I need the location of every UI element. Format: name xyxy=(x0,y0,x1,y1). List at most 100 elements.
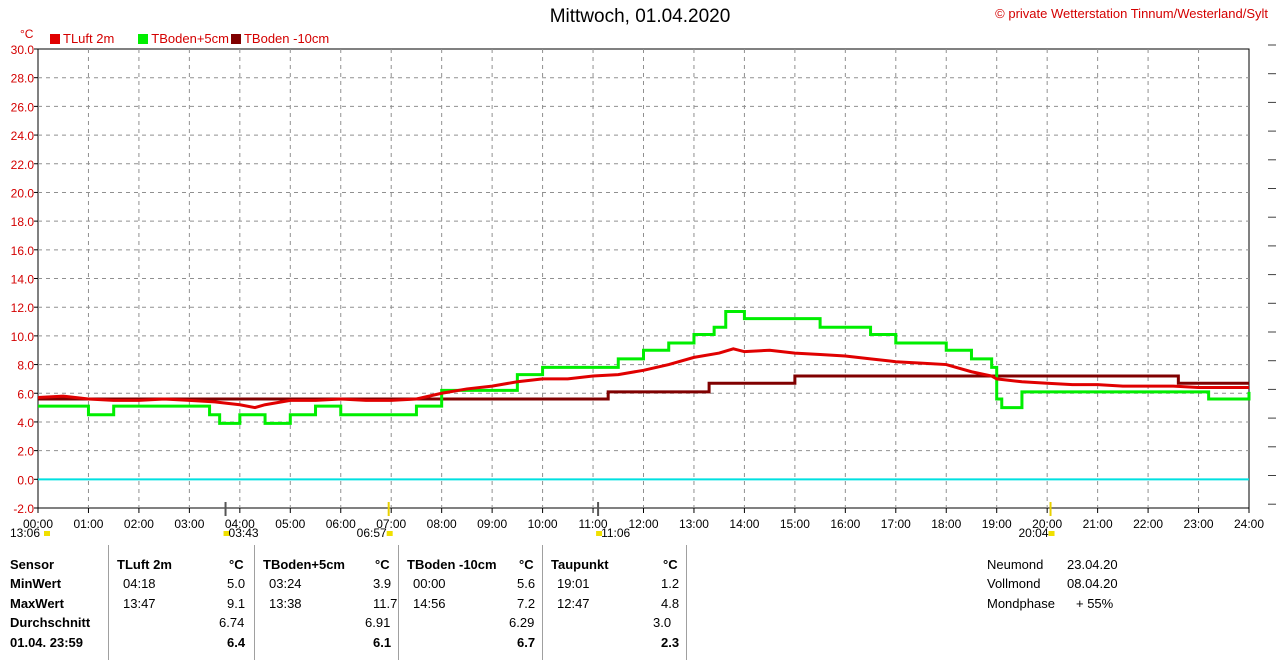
stats-unit: °C xyxy=(375,557,390,572)
y-tick-label: 10.0 xyxy=(11,330,35,344)
event-marker-label: 06:57 xyxy=(357,526,387,540)
x-tick-label: 14:00 xyxy=(729,517,759,531)
y-tick-label: 30.0 xyxy=(11,43,35,57)
x-tick-label: 01:00 xyxy=(73,517,103,531)
x-tick-label: 09:00 xyxy=(477,517,507,531)
y-tick-label: 24.0 xyxy=(11,129,35,143)
series-line-tboden10 xyxy=(38,374,1249,401)
plot-area xyxy=(37,48,1250,509)
stats-current-value: 6.4 xyxy=(227,635,246,650)
stats-min-value: 1.2 xyxy=(661,576,680,591)
neumond-date: 23.04.20 xyxy=(1067,557,1118,572)
y-axis-unit: °C xyxy=(20,27,34,41)
x-tick-label: 20:00 xyxy=(1032,517,1062,531)
stats-column: TLuft 2m °C 04:18 5.0 13:47 9.1 6.74 6.4 xyxy=(108,545,253,660)
series-line-tboden5 xyxy=(38,309,1251,425)
x-tick-label: 08:00 xyxy=(427,517,457,531)
legend-label-tboden10: TBoden -10cm xyxy=(243,31,330,46)
stats-max-time: 13:47 xyxy=(123,596,156,611)
x-tick-label: 05:00 xyxy=(275,517,305,531)
legend-swatch-tboden5 xyxy=(138,33,149,44)
stats-min-value: 5.0 xyxy=(227,576,246,591)
stats-unit: °C xyxy=(663,557,678,572)
x-tick-label: 06:00 xyxy=(326,517,356,531)
x-tick-label: 00:00 xyxy=(23,517,53,531)
chart-legend: TLuft 2m TBoden+5cm TBoden -10cm xyxy=(50,31,331,46)
stats-sensor-name: Taupunkt xyxy=(551,557,609,572)
stats-current-value: 6.1 xyxy=(373,635,392,650)
event-marker-dot xyxy=(44,531,50,536)
stats-max-time: 12:47 xyxy=(557,596,590,611)
stats-avg-value: 3.0 xyxy=(653,615,672,630)
x-tick-label: 15:00 xyxy=(780,517,810,531)
stats-sensor-name: TBoden -10cm xyxy=(407,557,497,572)
x-tick-label: 24:00 xyxy=(1234,517,1264,531)
stats-label-column: Sensor MinWert MaxWert Durchschnitt 01.0… xyxy=(0,545,108,660)
stats-min-time: 04:18 xyxy=(123,576,156,591)
y-tick-label: 2.0 xyxy=(17,445,34,459)
temperature-chart: °C 30.0 28.0 26.0 24.0 22.0 20.0 18.0 16.0 14.0 1… xyxy=(10,27,1276,540)
x-tick-label: 02:00 xyxy=(124,517,154,531)
x-tick-label: 07:00 xyxy=(376,517,406,531)
x-tick-label: 10:00 xyxy=(528,517,558,531)
x-tick-label: 03:00 xyxy=(174,517,204,531)
legend-swatch-tluft xyxy=(50,33,60,44)
stats-max-time: 13:38 xyxy=(269,596,302,611)
vollmond-date: 08.04.20 xyxy=(1067,576,1118,591)
x-tick-label: 21:00 xyxy=(1083,517,1113,531)
stats-min-time: 03:24 xyxy=(269,576,302,591)
stats-avg-value: 6.29 xyxy=(509,615,535,630)
y-tick-label: 0.0 xyxy=(17,473,34,487)
legend-label-tboden5: TBoden+5cm xyxy=(151,31,229,46)
stats-column: TBoden -10cm °C 00:00 5.6 14:56 7.2 6.29 6.7 xyxy=(398,545,543,660)
stats-column: TBoden+5cm °C 03:24 3.9 13:38 11.7 6.91 6.1 xyxy=(254,545,399,660)
stats-min-value: 3.9 xyxy=(373,576,392,591)
event-marker-dot xyxy=(596,531,603,536)
mondphase-value: + 55% xyxy=(1076,596,1114,611)
y-tick-label: 12.0 xyxy=(11,301,35,315)
stats-current-value: 2.3 xyxy=(661,635,680,650)
chart-title: Mittwoch, 01.04.2020 xyxy=(549,6,731,27)
legend-item-tluft: TLuft 2m xyxy=(50,31,114,46)
x-tick-label: 17:00 xyxy=(881,517,911,531)
stats-max-value: 4.8 xyxy=(661,596,680,611)
x-tick-label: 19:00 xyxy=(982,517,1012,531)
stats-avg-value: 6.74 xyxy=(219,615,245,630)
stats-avg-value: 6.91 xyxy=(365,615,391,630)
y-tick-label: 4.0 xyxy=(17,416,34,430)
stats-row-max: MaxWert xyxy=(10,596,64,611)
event-marker-label: 13:06 xyxy=(10,526,40,540)
stats-header-sensor: Sensor xyxy=(10,557,55,572)
mondphase-label: Mondphase xyxy=(987,596,1055,611)
neumond-label: Neumond xyxy=(987,557,1044,572)
stats-min-value: 5.6 xyxy=(517,576,536,591)
y-tick-label: 20.0 xyxy=(11,186,35,200)
y-tick-label: 26.0 xyxy=(11,100,35,114)
x-tick-label: 23:00 xyxy=(1184,517,1214,531)
stats-sensor-name: TLuft 2m xyxy=(117,557,172,572)
event-marker-label: 20:04 xyxy=(1018,526,1048,540)
x-tick-label: 11:00 xyxy=(578,517,607,531)
stats-min-time: 00:00 xyxy=(413,576,446,591)
stats-unit: °C xyxy=(519,557,534,572)
y-tick-label: 28.0 xyxy=(11,72,35,86)
legend-item-tboden5: TBoden+5cm xyxy=(138,31,229,46)
x-tick-label: 18:00 xyxy=(931,517,961,531)
event-marker-dot xyxy=(1048,531,1055,536)
stats-max-value: 11.7 xyxy=(373,596,398,611)
x-tick-label: 12:00 xyxy=(628,517,658,531)
event-marker-label: 03:43 xyxy=(229,526,259,540)
vollmond-label: Vollmond xyxy=(987,576,1041,591)
stats-row-current: 01.04. 23:59 xyxy=(10,635,84,650)
stats-row-min: MinWert xyxy=(10,576,62,591)
y-tick-label: -2.0 xyxy=(13,502,34,516)
stats-max-time: 14:56 xyxy=(413,596,446,611)
x-tick-label: 22:00 xyxy=(1133,517,1163,531)
copyright-note: © private Wetterstation Tinnum/Westerlan… xyxy=(995,6,1268,21)
stats-unit: °C xyxy=(229,557,244,572)
legend-swatch-tboden10 xyxy=(230,33,241,44)
moon-panel: Neumond 23.04.20 Vollmond 08.04.20 Mondp… xyxy=(686,545,1277,660)
legend-label-tluft: TLuft 2m xyxy=(63,31,115,46)
event-marker-dot xyxy=(386,531,393,536)
stats-column: Taupunkt °C 19:01 1.2 12:47 4.8 3.0 2.3 xyxy=(542,545,687,660)
